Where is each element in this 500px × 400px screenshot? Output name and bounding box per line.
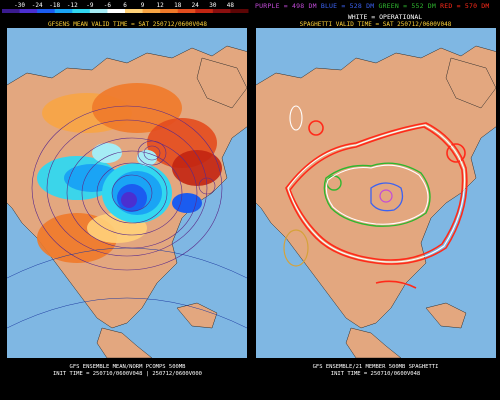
anomaly-shading (37, 83, 222, 263)
legend-blue: BLUE = 528 DM (320, 2, 375, 10)
legend-swatch (125, 9, 144, 13)
left-panel-title: GFSENS MEAN VALID TIME = SAT 250712/0600… (48, 21, 207, 28)
landmass (256, 45, 496, 358)
spaghetti-operational (287, 105, 466, 263)
right-panel-title: SPAGHETTI VALID TIME = SAT 250712/0600V0… (299, 21, 452, 28)
legend-tick-label: 48 (227, 2, 235, 9)
color-scale-legend: -30 -24 -18 -12 -9 -6 6 9 12 18 24 30 48 (0, 0, 250, 14)
legend-tick-label: -30 (14, 2, 25, 9)
spaghetti-plot-map (256, 28, 496, 358)
color-scale-bar: -30 -24 -18 -12 -9 -6 6 9 12 18 24 30 48 (2, 2, 249, 13)
legend-swatch (19, 9, 38, 13)
legend-swatch (212, 9, 231, 13)
legend-swatch (142, 9, 161, 13)
spaghetti-outlier (283, 229, 309, 267)
left-caption-line1: GFS ENSEMBLE MEAN/NORM PCOMPS 500MB (69, 364, 186, 370)
legend-swatch (37, 9, 56, 13)
legend-tick-label: 9 (141, 2, 145, 9)
legend-swatch (195, 9, 214, 13)
legend-swatch (177, 9, 196, 13)
anomaly-map-graphic (7, 45, 247, 358)
legend-swatch (54, 9, 73, 13)
legend-purple: PURPLE = 498 DM (255, 2, 317, 10)
legend-tick-label: -24 (32, 2, 43, 9)
spaghetti-graphic (256, 45, 496, 358)
legend-tick-label: -6 (104, 2, 112, 9)
legend-tick-label: -12 (67, 2, 78, 9)
legend-swatch (2, 9, 21, 13)
ensemble-mean-anomaly-map (7, 28, 247, 358)
map-grid (7, 247, 247, 329)
spaghetti-570dm (285, 120, 468, 289)
legend-tick-label: 12 (157, 2, 165, 9)
legend-tick-label: -18 (49, 2, 60, 9)
legend-tick-label: 24 (192, 2, 200, 9)
legend-tick-label: 18 (174, 2, 182, 9)
legend-swatch (72, 9, 91, 13)
legend-tick-label: 30 (209, 2, 217, 9)
legend-tick-label: 6 (123, 2, 127, 9)
right-caption-line1: GFS ENSEMBLE/21 MEMBER 500MB SPAGHETTI (312, 364, 439, 370)
legend-swatch (107, 9, 126, 13)
spaghetti-498dm (379, 189, 393, 203)
spaghetti-528dm (370, 182, 404, 212)
left-caption-line2: INIT TIME = 250710/0600V048 | 250712/060… (52, 371, 202, 377)
legend-red: RED = 570 DM (440, 2, 490, 10)
legend-swatch (160, 9, 179, 13)
legend-green: GREEN = 552 DM (378, 2, 437, 10)
legend-swatch (89, 9, 108, 13)
right-caption-line2: INIT TIME = 250710/0600V048 (330, 371, 421, 377)
legend-swatch (230, 9, 249, 13)
legend-tick-label: -9 (86, 2, 94, 9)
contour-color-legend: PURPLE = 498 DM BLUE = 528 DM GREEN = 55… (255, 2, 500, 12)
operational-label: WHITE = OPERATIONAL (347, 13, 423, 21)
